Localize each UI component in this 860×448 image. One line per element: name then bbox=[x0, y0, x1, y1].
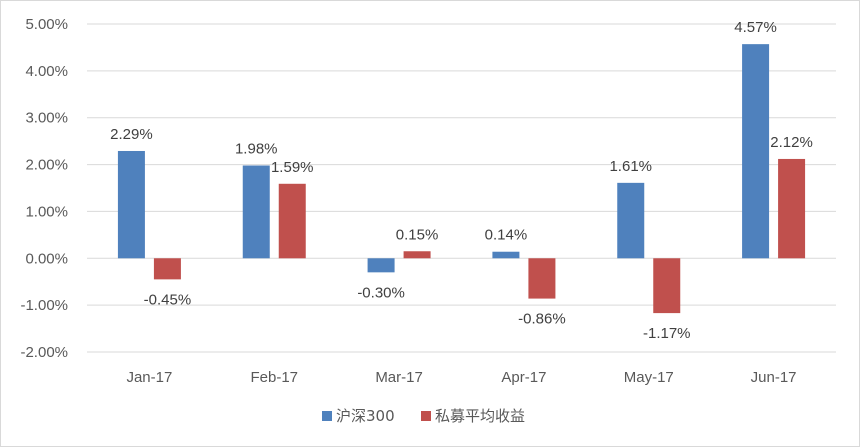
data-label: 2.12% bbox=[770, 134, 813, 151]
legend-swatch bbox=[421, 411, 431, 421]
x-tick-label: May-17 bbox=[624, 369, 674, 386]
data-labels: 2.29% -0.45% 1.98%1.59% -0.30% 0.15% 0.14% -0.… bbox=[110, 19, 813, 342]
y-tick-label: 2.00% bbox=[25, 157, 68, 174]
legend: 沪深300 私募平均收益 bbox=[322, 407, 525, 425]
y-axis-tick-labels: 5.00% 4.00% 3.00% 2.00% 1.00% 0.00% -1.00% -2.0… bbox=[20, 16, 68, 361]
x-tick-label: Feb-17 bbox=[250, 369, 298, 386]
data-label: -1.17% bbox=[643, 325, 691, 342]
gridlines bbox=[87, 23, 836, 353]
y-tick-label: 5.00% bbox=[25, 16, 68, 33]
bar-series1-apr-17 bbox=[492, 251, 520, 259]
x-tick-label: Jun-17 bbox=[751, 369, 797, 386]
data-label: 1.61% bbox=[609, 158, 652, 175]
bar-series1-mar-17 bbox=[367, 258, 395, 273]
data-label: 0.14% bbox=[485, 227, 528, 244]
bar-series2-jun-17 bbox=[778, 158, 806, 259]
bar-series2-may-17 bbox=[653, 258, 681, 314]
legend-label: 私募平均收益 bbox=[435, 407, 525, 425]
data-label: 2.29% bbox=[110, 126, 153, 143]
y-tick-label: -1.00% bbox=[20, 297, 68, 314]
y-tick-label: -2.00% bbox=[20, 344, 68, 361]
bar-series1-jun-17 bbox=[742, 44, 770, 259]
y-tick-label: 3.00% bbox=[25, 110, 68, 127]
legend-swatch bbox=[322, 411, 332, 421]
bar-series1-jan-17 bbox=[117, 150, 145, 259]
y-tick-label: 4.00% bbox=[25, 63, 68, 80]
data-label: -0.30% bbox=[357, 284, 405, 301]
y-tick-label: 1.00% bbox=[25, 203, 68, 220]
data-label: 1.59% bbox=[271, 159, 314, 176]
bar-series1-feb-17 bbox=[242, 165, 270, 259]
x-tick-label: Jan-17 bbox=[126, 369, 172, 386]
bars bbox=[117, 44, 806, 314]
x-tick-label: Mar-17 bbox=[375, 369, 423, 386]
data-label: -0.45% bbox=[144, 291, 192, 308]
bar-series2-feb-17 bbox=[278, 183, 306, 259]
bar-series1-may-17 bbox=[617, 182, 645, 259]
y-tick-label: 0.00% bbox=[25, 250, 68, 267]
data-label: 1.98% bbox=[235, 141, 278, 158]
data-label: 4.57% bbox=[734, 19, 777, 36]
bar-series2-jan-17 bbox=[153, 258, 181, 280]
data-label: 0.15% bbox=[396, 226, 439, 243]
x-axis-tick-labels: Jan-17 Feb-17 Mar-17 Apr-17 May-17 Jun-17 bbox=[126, 369, 796, 386]
bar-series2-apr-17 bbox=[528, 258, 556, 299]
legend-label: 沪深300 bbox=[336, 407, 395, 425]
data-label: -0.86% bbox=[518, 311, 566, 328]
x-tick-label: Apr-17 bbox=[501, 369, 546, 386]
bar-series2-mar-17 bbox=[403, 251, 431, 259]
